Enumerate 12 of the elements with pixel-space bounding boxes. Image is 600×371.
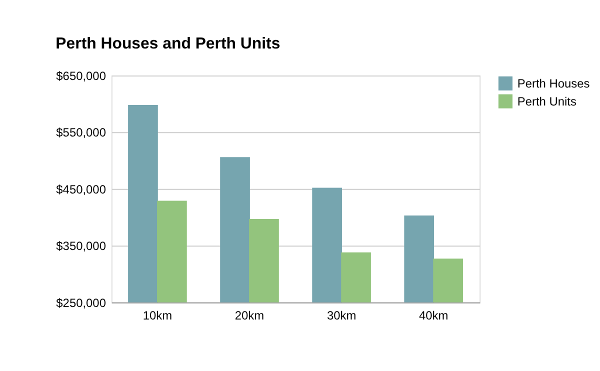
- y-tick-label: $350,000: [56, 239, 106, 254]
- y-tick-label: $650,000: [56, 68, 106, 83]
- chart-title: Perth Houses and Perth Units: [56, 36, 280, 53]
- y-tick-label: $450,000: [56, 182, 106, 196]
- x-tick-label: 40km: [418, 308, 448, 323]
- legend-label: Perth Houses: [517, 76, 590, 90]
- x-tick-label: 10km: [142, 308, 172, 323]
- x-tick-label: 30km: [326, 308, 356, 323]
- legend-label: Perth Units: [517, 94, 576, 108]
- y-tick-label: $250,000: [56, 296, 106, 310]
- y-tick-label: $550,000: [56, 126, 106, 140]
- x-tick-label: 20km: [234, 308, 264, 323]
